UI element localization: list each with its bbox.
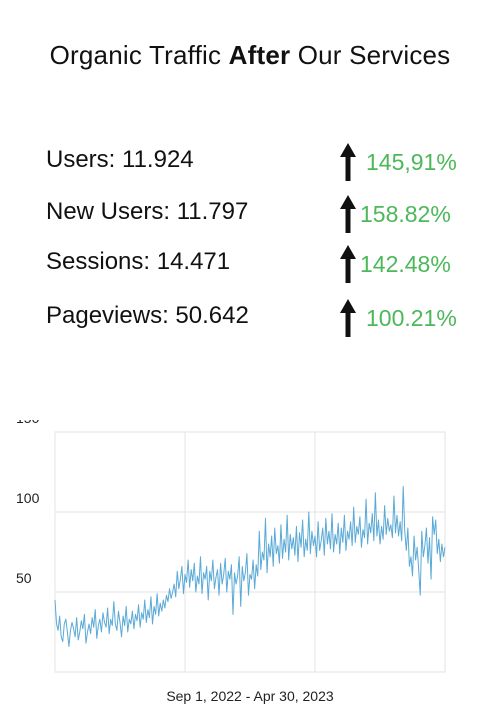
plot-frame: [54, 431, 446, 673]
title-suffix: Our Services: [290, 40, 451, 70]
stat-change: 145,91%: [340, 142, 457, 182]
title-prefix: Organic Traffic: [49, 40, 229, 70]
traffic-line-chart: 50 100 150 Sep 1, 2022 - Apr 30, 2023: [16, 410, 446, 704]
chart-grid: [54, 431, 446, 673]
chart-series: [54, 485, 446, 647]
stat-label: New Users: 11.797: [46, 198, 249, 225]
stat-change-value: 158.82%: [360, 200, 451, 227]
stat-row-users: Users: 11.924 145,91%: [46, 142, 466, 182]
y-tick-label: 150: [16, 420, 40, 426]
y-axis-ticks: 50 100 150: [16, 410, 40, 586]
stat-change: 100.21%: [340, 298, 457, 338]
y-tick-label: 50: [16, 570, 32, 586]
x-axis-label: Sep 1, 2022 - Apr 30, 2023: [166, 688, 334, 704]
stat-row-sessions: Sessions: 14.471 142.48%: [46, 244, 466, 284]
stat-change-value: 145,91%: [366, 148, 457, 175]
stat-change-value: 142.48%: [360, 250, 451, 277]
stat-change: 158.82%: [340, 194, 451, 234]
title-bold: After: [228, 40, 291, 70]
stat-row-new-users: New Users: 11.797 158.82%: [46, 194, 466, 234]
stat-row-pageviews: Pageviews: 50.642 100.21%: [46, 298, 466, 338]
arrow-up-icon: [340, 195, 356, 233]
y-tick-label: 100: [16, 490, 40, 506]
stat-change-value: 100.21%: [366, 304, 457, 331]
stat-label: Sessions: 14.471: [46, 248, 231, 275]
stat-label: Users: 11.924: [46, 146, 194, 173]
arrow-up-icon: [340, 299, 356, 337]
traffic-chart: 50 100 150 Sep 1, 2022 - Apr 30, 2023: [0, 410, 500, 720]
arrow-up-icon: [340, 143, 356, 181]
arrow-up-icon: [340, 245, 356, 283]
page-title: Organic Traffic After Our Services: [0, 40, 500, 71]
stat-label: Pageviews: 50.642: [46, 302, 249, 329]
series-line: [54, 485, 446, 647]
stat-change: 142.48%: [340, 244, 451, 284]
